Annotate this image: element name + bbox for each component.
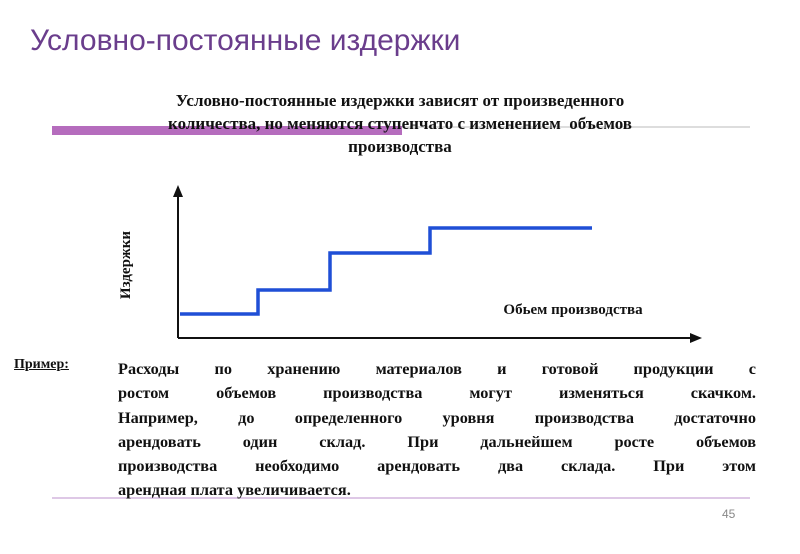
accent-bar <box>52 126 402 135</box>
x-axis-label: Обьем производства <box>503 302 643 318</box>
subtitle-line: количества, но меняются ступенчато с изм… <box>168 114 632 133</box>
example-line: производства необходимо арендовать два с… <box>118 456 756 476</box>
subtitle-line: производства <box>348 137 452 156</box>
subtitle: Условно-постоянные издержки зависят от п… <box>40 89 760 158</box>
example-line: Например, до определенного уровня произв… <box>118 407 756 427</box>
x-arrow <box>690 333 702 343</box>
slide-title: Условно-постоянные издержки <box>30 24 461 57</box>
example-label: Пример: <box>14 357 69 372</box>
y-arrow <box>173 185 183 197</box>
y-axis-label: Издержки <box>118 231 134 300</box>
step-line <box>180 226 592 316</box>
example-text: Расходы по хранению материалов и готовой… <box>118 357 756 503</box>
example-line: ростом объемов производства могут изменя… <box>118 383 756 403</box>
example-line: Расходы по хранению материалов и готовой… <box>118 359 756 378</box>
example-line: арендовать один склад. При дальнейшем ро… <box>118 431 756 451</box>
page-number: 45 <box>722 507 736 521</box>
subtitle-line: Условно-постоянные издержки зависят от п… <box>175 91 625 110</box>
example-line: арендная плата увеличивается. <box>118 480 351 500</box>
